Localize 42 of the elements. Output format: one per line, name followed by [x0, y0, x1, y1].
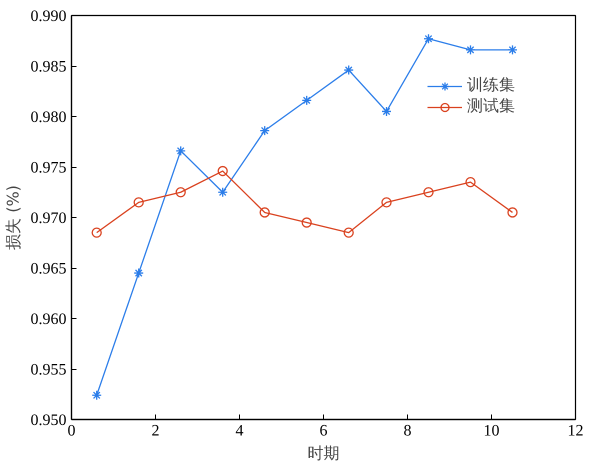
legend-label: 训练集	[467, 75, 515, 96]
point	[92, 390, 102, 400]
point	[381, 197, 392, 208]
point	[134, 197, 144, 208]
y-tick-label: 0.980	[30, 109, 66, 126]
point	[465, 44, 476, 55]
point	[344, 64, 354, 76]
y-tick-label: 0.960	[30, 311, 66, 328]
point	[302, 95, 312, 106]
point	[218, 187, 228, 198]
point	[381, 106, 392, 117]
point	[302, 217, 312, 228]
point	[260, 125, 270, 136]
point	[507, 44, 518, 55]
y-tick-label: 0.955	[30, 362, 66, 378]
y-tick-label: 0.970	[30, 210, 66, 227]
point	[92, 228, 102, 238]
x-tick-label: 12	[568, 422, 584, 440]
point	[423, 187, 434, 198]
legend-label: 测试集	[467, 96, 515, 117]
x-axis-title: 时期	[308, 444, 340, 462]
point	[507, 207, 518, 218]
y-tick-label: 0.975	[30, 160, 66, 176]
point	[134, 268, 144, 278]
y-tick-label: 0.990	[30, 8, 66, 25]
point	[176, 187, 186, 198]
point	[260, 207, 270, 218]
x-tick-label: 6	[320, 422, 328, 440]
x-tick-label: 0	[68, 422, 76, 440]
x-tick-label: 4	[236, 422, 244, 440]
point	[218, 166, 228, 176]
y-tick-label: 0.985	[30, 58, 66, 76]
point	[423, 34, 434, 44]
x-tick-label: 8	[404, 422, 412, 440]
point	[344, 228, 354, 238]
y-tick-label: 0.965	[30, 260, 66, 278]
point	[176, 146, 186, 156]
x-tick-label: 2	[152, 422, 160, 440]
y-tick-label: 0.950	[30, 412, 66, 429]
x-tick-label: 10	[484, 422, 500, 440]
y-axis-title: 损失 (%)	[4, 185, 22, 250]
point	[465, 177, 476, 188]
